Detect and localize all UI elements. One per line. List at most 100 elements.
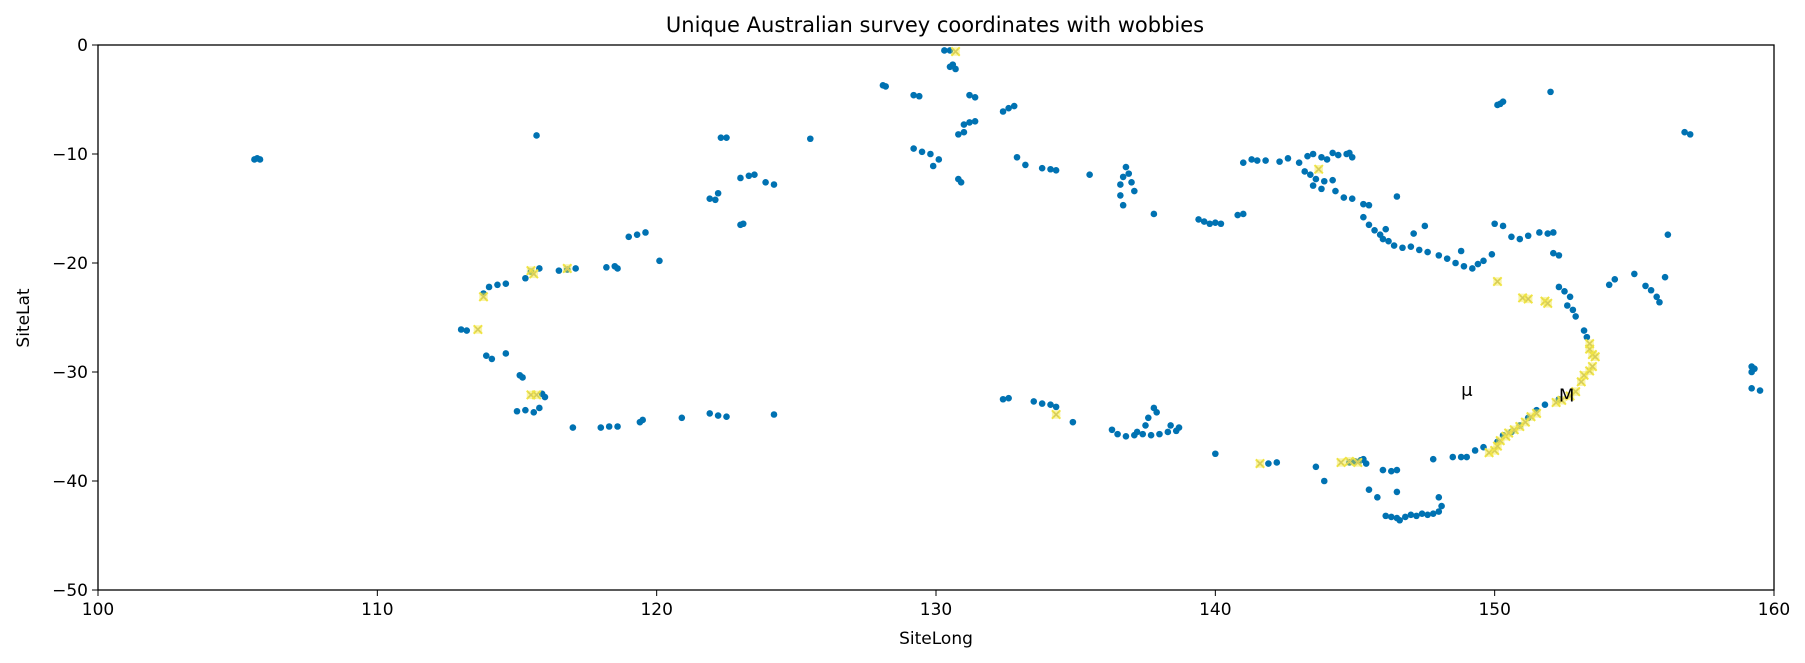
site-point [1114, 430, 1121, 438]
site-point [1611, 276, 1619, 283]
site-point [1167, 422, 1174, 429]
site-point [1656, 298, 1663, 306]
site-point [1631, 270, 1638, 278]
site-point [1312, 463, 1320, 471]
site-point [1508, 233, 1515, 241]
site-point [714, 189, 722, 197]
site-point [1273, 459, 1281, 466]
site-point [1429, 455, 1437, 463]
site-point [1393, 488, 1401, 496]
site-point [910, 145, 917, 152]
site-point [1307, 171, 1314, 179]
site-point [1488, 250, 1496, 258]
site-point [1304, 152, 1311, 160]
site-point [1052, 403, 1060, 411]
annotation-text: μ [1461, 380, 1473, 401]
site-point [949, 61, 957, 68]
x-tick-label: 160 [1758, 600, 1790, 620]
site-point [966, 119, 973, 126]
x-tick-label: 100 [82, 600, 114, 620]
wobby-point [562, 263, 573, 274]
site-point [1329, 176, 1336, 184]
site-point [1583, 333, 1591, 341]
site-point [1393, 193, 1401, 200]
site-point [1536, 229, 1543, 236]
wobby-point [1584, 338, 1595, 349]
site-point [723, 134, 730, 141]
site-point [1457, 247, 1465, 255]
site-point [1443, 255, 1451, 262]
site-point [1175, 424, 1183, 431]
chart-title: Unique Australian survey coordinates wit… [666, 13, 1204, 37]
site-point [1212, 219, 1219, 226]
site-point [1200, 218, 1208, 225]
site-point [1119, 173, 1127, 181]
site-point [536, 404, 543, 412]
site-point [1309, 150, 1317, 158]
site-point [1407, 511, 1415, 519]
site-point [1047, 401, 1054, 409]
site-point [625, 233, 633, 241]
site-point [1550, 249, 1557, 257]
site-point [502, 350, 510, 357]
site-point [1360, 200, 1367, 208]
site-point [960, 128, 968, 136]
site-point [1401, 513, 1409, 521]
site-point [1047, 165, 1054, 173]
site-point [1410, 230, 1417, 237]
site-point [1365, 201, 1373, 209]
site-point [1424, 511, 1431, 519]
site-point [1248, 156, 1255, 163]
site-point [1569, 306, 1577, 314]
wobby-point [1570, 386, 1581, 397]
site-point [1681, 128, 1688, 136]
site-point [555, 267, 563, 274]
site-point [1435, 252, 1443, 259]
site-point [642, 229, 649, 236]
site-point [1320, 477, 1328, 485]
site-point [714, 412, 722, 419]
site-point [915, 92, 923, 100]
wobby-point [1531, 408, 1542, 419]
site-point [1544, 230, 1552, 237]
site-point [1524, 232, 1532, 240]
site-point [541, 393, 549, 401]
site-point [1346, 149, 1353, 157]
site-point [960, 121, 968, 128]
site-point [1438, 502, 1445, 510]
site-point [1133, 428, 1141, 436]
site-point [1217, 220, 1225, 228]
site-point [1499, 222, 1507, 230]
site-point [1262, 157, 1269, 164]
site-point [1435, 508, 1443, 515]
site-point [614, 265, 621, 272]
site-point [1234, 211, 1241, 219]
site-point [1371, 227, 1378, 234]
site-point [1390, 242, 1398, 249]
site-point [1340, 194, 1348, 201]
site-point [955, 131, 962, 138]
site-point [737, 221, 744, 229]
site-point [1212, 450, 1219, 458]
site-point [910, 91, 917, 99]
site-point [1038, 164, 1046, 172]
site-point [1119, 201, 1127, 209]
site-point [1413, 512, 1420, 520]
x-tick-label: 140 [1199, 600, 1231, 620]
site-point [1139, 430, 1147, 438]
site-point [1332, 187, 1339, 195]
site-point [737, 174, 744, 182]
site-point [971, 118, 979, 125]
y-tick-label: −40 [52, 472, 88, 492]
site-point [603, 264, 610, 271]
site-point [457, 326, 465, 333]
site-point [1561, 288, 1568, 295]
site-point [1153, 409, 1160, 416]
site-point [1318, 185, 1325, 193]
site-point [1108, 426, 1116, 434]
site-point [1686, 131, 1694, 138]
site-point [1038, 400, 1046, 407]
site-point [1471, 447, 1479, 454]
site-point [678, 414, 686, 422]
site-point [522, 406, 529, 414]
